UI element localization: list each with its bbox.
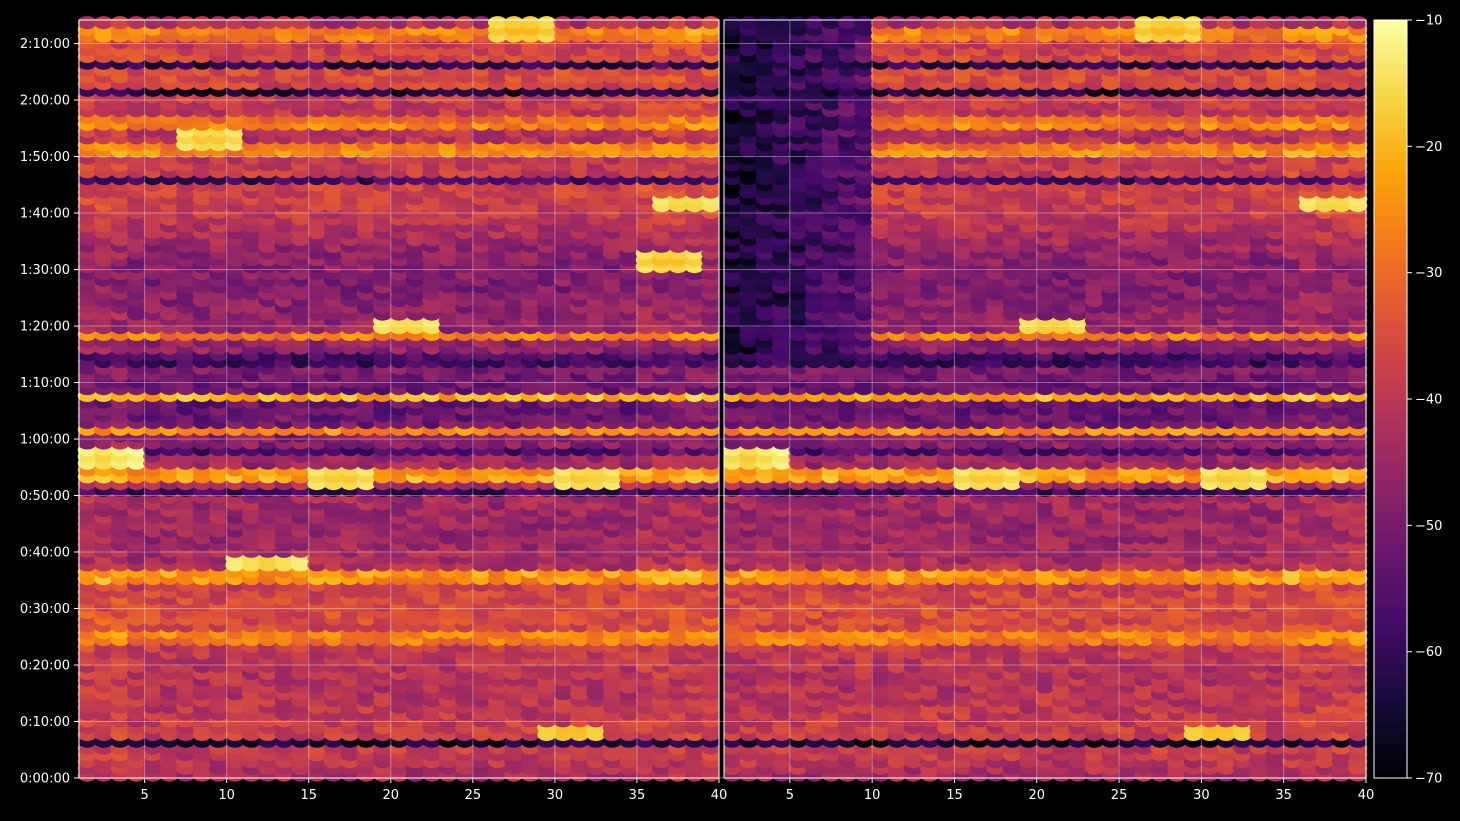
heat-cell: [455, 16, 475, 30]
heat-cell: [110, 16, 130, 30]
heat-cell: [438, 16, 458, 30]
heat-cell: [159, 16, 179, 30]
heat-cell: [488, 16, 507, 30]
heat-cell: [570, 16, 589, 30]
heat-cell: [274, 16, 294, 30]
heat-cell: [635, 16, 655, 30]
heat-cell: [356, 16, 376, 30]
heat-cell: [340, 16, 360, 30]
heat-cell: [143, 16, 163, 30]
heat-cell: [126, 16, 146, 30]
heat-cell: [241, 16, 261, 30]
heat-cell: [291, 16, 310, 30]
heat-cell: [323, 16, 343, 30]
heat-cell: [192, 16, 212, 30]
heat-cell: [652, 16, 672, 30]
heat-cell: [225, 16, 245, 30]
heat-cell: [602, 16, 622, 30]
heat-cell: [258, 16, 278, 30]
heat-cell: [94, 16, 114, 30]
heat-cell: [389, 16, 409, 30]
heat-cell: [553, 16, 573, 30]
heat-cell: [405, 16, 425, 30]
heat-cell: [504, 16, 524, 30]
heat-cell: [422, 16, 442, 30]
heat-cell: [209, 16, 228, 30]
heat-cell: [373, 16, 393, 30]
heat-cell: [520, 16, 540, 30]
heat-cell: [619, 16, 639, 30]
heat-cell: [537, 16, 557, 30]
heat-cell: [684, 16, 704, 30]
heat-cell: [77, 16, 97, 30]
heat-cell: [668, 16, 688, 30]
heatmap-cells: [77, 16, 1368, 782]
heat-cell: [586, 16, 606, 30]
heat-cell: [701, 16, 721, 30]
heat-cell: [471, 16, 491, 30]
heat-cell: [176, 16, 196, 30]
heat-cell: [307, 16, 327, 30]
